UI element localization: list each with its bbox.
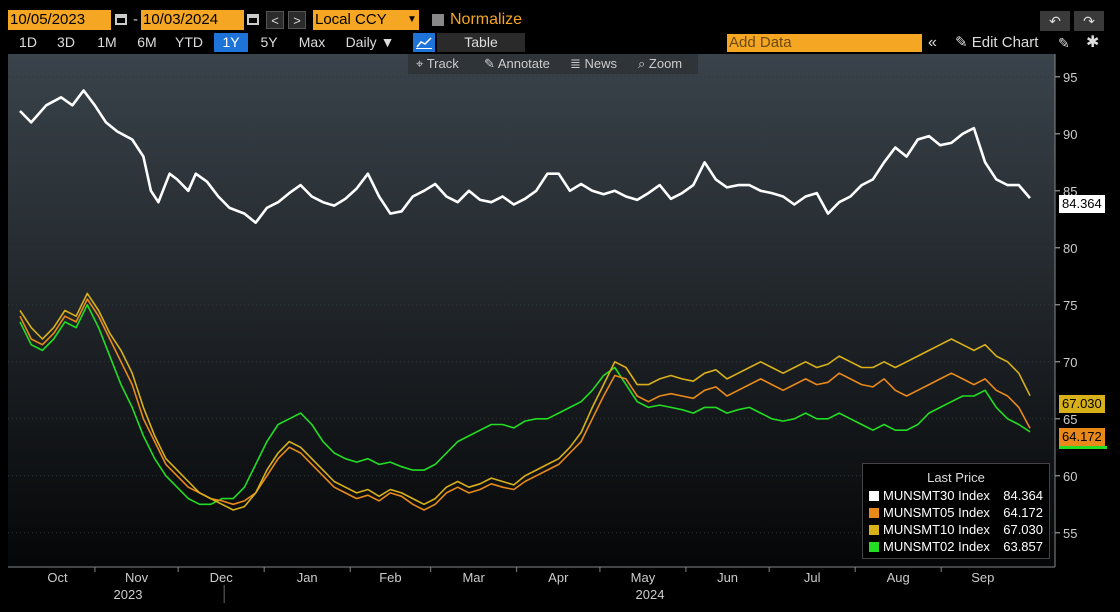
normalize-label: Normalize bbox=[450, 11, 523, 28]
period-6m[interactable]: 6M bbox=[137, 34, 157, 50]
last-price-tag-munsmt10: 67.030 bbox=[1059, 395, 1105, 413]
zoom-label: Zoom bbox=[648, 56, 683, 71]
end-date-input[interactable]: 10/03/2024 bbox=[141, 10, 244, 30]
x-tick-label: May bbox=[631, 570, 656, 585]
legend-swatch bbox=[869, 491, 879, 501]
chevron-down-icon: ▼ bbox=[405, 10, 419, 30]
line-chart-button[interactable] bbox=[413, 33, 435, 52]
collapse-icon[interactable]: « bbox=[928, 34, 937, 51]
pencil-icon: ✎ bbox=[484, 56, 495, 71]
annotate-tool[interactable]: ✎ Annotate bbox=[484, 54, 550, 74]
period-5y[interactable]: 5Y bbox=[260, 34, 278, 50]
x-tick-label: Feb bbox=[379, 570, 401, 585]
y-tick-label: 65 bbox=[1063, 412, 1077, 427]
x-tick-label: Sep bbox=[971, 570, 994, 585]
y-tick-label: 95 bbox=[1063, 70, 1077, 85]
zoom-tool[interactable]: ⌕ Zoom bbox=[638, 54, 682, 74]
normalize-checkbox[interactable] bbox=[432, 14, 444, 26]
legend-swatch bbox=[869, 542, 879, 552]
crosshair-icon: ⌖ bbox=[416, 56, 424, 71]
x-year-label: 2023 bbox=[114, 587, 143, 602]
legend-series-value: 67.030 bbox=[1003, 522, 1043, 537]
last-price-tag-munsmt05: 64.172 bbox=[1059, 428, 1105, 446]
track-tool[interactable]: ⌖ Track bbox=[416, 54, 459, 74]
period-1m[interactable]: 1M bbox=[97, 34, 117, 50]
x-tick-label: Dec bbox=[210, 570, 234, 585]
x-tick-label: Apr bbox=[548, 570, 569, 585]
chart-tools-bar: ⌖ Track ✎ Annotate ≣ News ⌕ Zoom bbox=[408, 54, 698, 74]
series-line-munsmt30 bbox=[19, 89, 1031, 224]
legend-swatch bbox=[869, 525, 879, 535]
news-icon: ≣ bbox=[570, 56, 581, 71]
period-ytd[interactable]: YTD bbox=[175, 34, 203, 50]
x-tick-label: Aug bbox=[887, 570, 910, 585]
calendar-icon[interactable] bbox=[115, 14, 127, 25]
x-tick-label: Jan bbox=[297, 570, 318, 585]
start-date-input[interactable]: 10/05/2023 bbox=[8, 10, 111, 30]
table-button[interactable]: Table bbox=[437, 33, 525, 52]
series-line-munsmt05 bbox=[19, 298, 1031, 511]
x-tick-label: Oct bbox=[47, 570, 68, 585]
y-tick-label: 75 bbox=[1063, 298, 1077, 313]
edit-chart-button[interactable]: ✎ Edit Chart bbox=[955, 34, 1039, 51]
legend-series-value: 64.172 bbox=[1003, 505, 1043, 520]
add-data-input[interactable]: Add Data bbox=[727, 34, 922, 52]
legend-series-value: 63.857 bbox=[1003, 539, 1043, 554]
legend-series-name: MUNSMT05 Index bbox=[883, 505, 990, 520]
last-price-tag-munsmt30: 84.364 bbox=[1059, 195, 1105, 213]
currency-select[interactable]: Local CCY ▼ bbox=[313, 10, 419, 30]
x-tick-label: Nov bbox=[125, 570, 149, 585]
calendar-icon[interactable] bbox=[247, 14, 259, 25]
gear-icon[interactable]: ✱ bbox=[1086, 34, 1100, 51]
x-year-label: 2024 bbox=[636, 587, 665, 602]
track-label: Track bbox=[426, 56, 459, 71]
period-1d[interactable]: 1D bbox=[19, 34, 37, 50]
series-line-munsmt02 bbox=[19, 303, 1031, 506]
legend-entry[interactable]: MUNSMT10 Index 67.030 bbox=[869, 522, 1047, 538]
news-label: News bbox=[584, 56, 618, 71]
toolbar-row-2: 1D 3D 1M 6M YTD 1Y 5Y Max Daily ▼ Table … bbox=[0, 33, 1110, 53]
next-period-button[interactable]: > bbox=[288, 11, 306, 29]
y-tick-label: 55 bbox=[1063, 526, 1077, 541]
annotate-label: Annotate bbox=[497, 56, 550, 71]
news-tool[interactable]: ≣ News bbox=[570, 54, 617, 74]
x-tick-label: Mar bbox=[462, 570, 485, 585]
legend-entry[interactable]: MUNSMT05 Index 64.172 bbox=[869, 505, 1047, 521]
legend: Last Price MUNSMT30 Index 84.364 MUNSMT0… bbox=[862, 463, 1050, 559]
line-chart-icon bbox=[416, 37, 432, 49]
legend-title: Last Price bbox=[927, 470, 985, 485]
legend-series-name: MUNSMT02 Index bbox=[883, 539, 990, 554]
x-tick-label: Jul bbox=[804, 570, 821, 585]
legend-entry[interactable]: MUNSMT30 Index 84.364 bbox=[869, 488, 1047, 504]
y-tick-label: 80 bbox=[1063, 241, 1077, 256]
undo-button[interactable]: ↶ bbox=[1040, 11, 1070, 31]
date-separator: - bbox=[133, 11, 138, 28]
period-3d[interactable]: 3D bbox=[57, 34, 75, 50]
y-tick-label: 90 bbox=[1063, 127, 1077, 142]
last-price-tag-munsmt02 bbox=[1059, 446, 1107, 449]
period-max[interactable]: Max bbox=[298, 34, 326, 50]
x-tick-label: Jun bbox=[717, 570, 738, 585]
series-line-munsmt10 bbox=[19, 292, 1031, 511]
toolbar-row-1: 10/05/2023 - 10/03/2024 < > Local CCY ▼ … bbox=[0, 10, 1110, 32]
y-tick-label: 70 bbox=[1063, 355, 1077, 370]
legend-swatch bbox=[869, 508, 879, 518]
currency-value: Local CCY bbox=[315, 11, 387, 28]
frequency-select[interactable]: Daily ▼ bbox=[345, 34, 395, 50]
y-tick-label: 60 bbox=[1063, 469, 1077, 484]
period-1y[interactable]: 1Y bbox=[214, 33, 248, 52]
legend-series-name: MUNSMT30 Index bbox=[883, 488, 990, 503]
prev-period-button[interactable]: < bbox=[266, 11, 284, 29]
pencil-icon[interactable]: ✎ bbox=[1058, 35, 1070, 51]
redo-button[interactable]: ↷ bbox=[1074, 11, 1104, 31]
legend-series-name: MUNSMT10 Index bbox=[883, 522, 990, 537]
legend-series-value: 84.364 bbox=[1003, 488, 1043, 503]
legend-entry[interactable]: MUNSMT02 Index 63.857 bbox=[869, 539, 1047, 555]
magnifier-icon: ⌕ bbox=[638, 56, 646, 71]
